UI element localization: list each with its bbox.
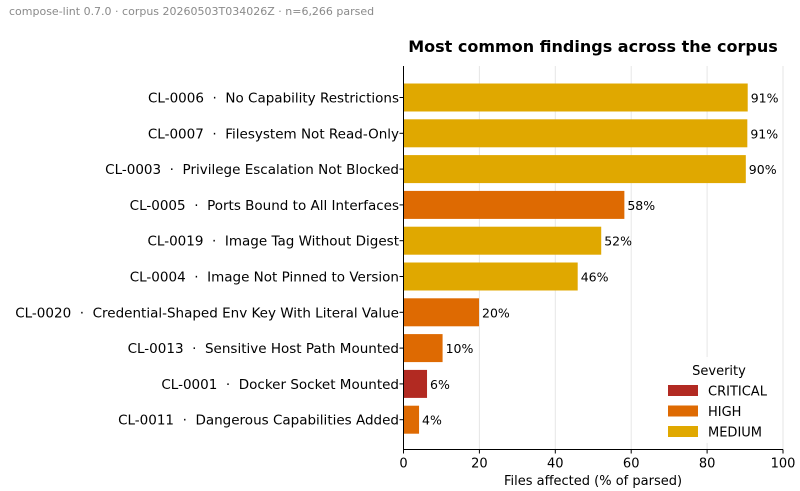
x-tick-label: 100 — [771, 457, 796, 472]
legend-swatch — [668, 405, 698, 417]
x-tick-label: 60 — [623, 457, 640, 472]
y-tick-labels: CL-0006 · No Capability Restrictions CL-0… — [15, 91, 404, 429]
x-tick-label: 20 — [471, 457, 488, 472]
chart-title: Most common findings across the corpus — [408, 37, 778, 56]
bar — [404, 405, 420, 434]
bar — [404, 155, 746, 184]
category-label: CL-0006 · No Capability Restrictions — [148, 91, 399, 107]
bar — [404, 369, 428, 398]
value-labels: 91% 91% 90% 58% 52% 46% 20% 10% 6% 4% — [422, 91, 779, 428]
data-label: 90% — [749, 162, 777, 177]
category-label: CL-0003 · Privilege Escalation Not Block… — [105, 162, 399, 178]
data-label: 52% — [604, 234, 632, 249]
category-label: CL-0019 · Image Tag Without Digest — [147, 234, 399, 250]
category-label: CL-0020 · Credential-Shaped Env Key With… — [15, 305, 399, 321]
x-axis-label: Files affected (% of parsed) — [504, 474, 682, 489]
legend: Severity CRITICAL HIGH MEDIUM — [658, 357, 780, 443]
bar — [404, 190, 625, 219]
bar — [404, 334, 443, 363]
category-label: CL-0001 · Docker Socket Mounted — [161, 377, 399, 393]
category-label: CL-0013 · Sensitive Host Path Mounted — [128, 341, 399, 357]
data-label: 91% — [750, 126, 778, 141]
category-label: CL-0011 · Dangerous Capabilities Added — [118, 413, 399, 429]
x-tick-label: 40 — [547, 457, 564, 472]
data-label: 20% — [482, 305, 510, 320]
axes — [403, 66, 783, 450]
bar — [404, 298, 480, 327]
legend-entry: MEDIUM — [708, 426, 762, 441]
legend-entry: HIGH — [708, 405, 741, 420]
data-label: 46% — [581, 270, 609, 285]
x-ticks: 0 20 40 60 80 100 — [399, 449, 796, 472]
legend-swatch — [668, 426, 698, 437]
data-label: 10% — [446, 341, 474, 356]
category-label: CL-0007 · Filesystem Not Read-Only — [148, 126, 399, 142]
bar — [404, 226, 602, 255]
x-tick-label: 80 — [699, 457, 716, 472]
bar — [404, 83, 748, 112]
data-label: 58% — [627, 198, 655, 213]
legend-swatch — [668, 385, 698, 396]
legend-title: Severity — [692, 364, 746, 379]
bar — [404, 262, 578, 291]
data-label: 91% — [751, 91, 779, 106]
report-metadata: compose-lint 0.7.0 · corpus 20260503T034… — [9, 5, 375, 18]
bars — [404, 83, 748, 434]
data-label: 6% — [430, 377, 450, 392]
legend-frame — [658, 357, 780, 443]
bar — [404, 119, 748, 148]
x-tick-label: 0 — [399, 457, 407, 472]
category-label: CL-0005 · Ports Bound to All Interfaces — [130, 198, 399, 214]
data-label: 4% — [422, 413, 442, 428]
legend-entry: CRITICAL — [708, 385, 768, 400]
category-label: CL-0004 · Image Not Pinned to Version — [130, 270, 399, 286]
